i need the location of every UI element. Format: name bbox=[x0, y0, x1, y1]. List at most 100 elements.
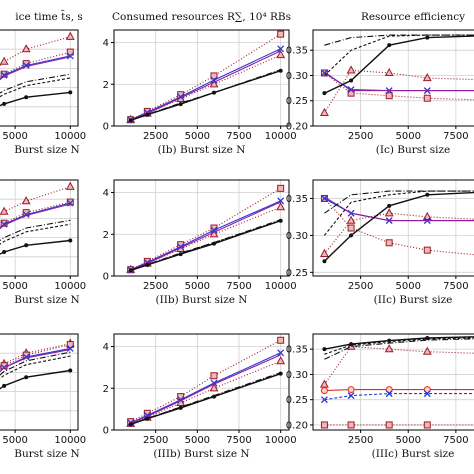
series-line-6 bbox=[324, 35, 474, 94]
data-point bbox=[347, 392, 355, 400]
data-point bbox=[422, 346, 432, 355]
series-line-3 bbox=[130, 201, 281, 271]
data-point bbox=[210, 72, 218, 80]
x-axis-label: Burst size N bbox=[14, 144, 79, 156]
y-tick-label: 0.35 bbox=[286, 345, 308, 356]
series-line-5 bbox=[323, 190, 474, 236]
data-point bbox=[21, 196, 31, 205]
data-point bbox=[425, 35, 430, 40]
data-point bbox=[277, 45, 285, 53]
panel-IIIb: 2500 5000 7500 10000 0 2 4 (IIIb) Burst size N bbox=[103, 333, 297, 460]
series-line-4 bbox=[324, 338, 474, 360]
data-point bbox=[385, 390, 393, 398]
data-point bbox=[349, 233, 354, 238]
y-tick-label: 0.35 bbox=[286, 46, 308, 57]
series-line-6 bbox=[0, 369, 71, 390]
panel-IIa: 0500010000Burst size N bbox=[0, 179, 86, 306]
series-line-2 bbox=[324, 389, 474, 392]
x-tick-label: 7500 bbox=[443, 131, 468, 142]
data-point bbox=[178, 252, 183, 257]
series-line-3 bbox=[0, 56, 71, 81]
data-point bbox=[322, 347, 327, 352]
series-line-3 bbox=[130, 354, 281, 424]
series-line-6 bbox=[130, 373, 281, 426]
y-tick-label: 0.20 bbox=[286, 122, 308, 133]
data-point bbox=[385, 386, 393, 394]
y-tick-label: 0.25 bbox=[286, 268, 308, 279]
series-line-2 bbox=[324, 198, 474, 222]
data-point bbox=[320, 396, 328, 404]
series-line-3 bbox=[0, 348, 71, 373]
series-line-1 bbox=[130, 33, 281, 121]
data-point bbox=[277, 30, 285, 38]
x-axis-label: (IIb) Burst size N bbox=[155, 294, 247, 306]
y-tick-label: 0.25 bbox=[286, 96, 308, 107]
x-tick-label: 5000 bbox=[396, 281, 421, 292]
series-line-2 bbox=[0, 347, 71, 373]
y-tick-label: 2 bbox=[103, 230, 109, 241]
data-point bbox=[320, 195, 328, 202]
data-point bbox=[385, 239, 393, 247]
x-tick-label: 5000 bbox=[396, 131, 421, 142]
data-point bbox=[385, 421, 393, 429]
data-point bbox=[423, 386, 431, 394]
series-group bbox=[126, 184, 286, 274]
data-point bbox=[387, 43, 392, 48]
data-point bbox=[68, 90, 73, 95]
axes-frame bbox=[312, 179, 474, 277]
data-point bbox=[276, 202, 286, 211]
data-point bbox=[278, 68, 283, 73]
axes-frame bbox=[312, 333, 474, 431]
series-group bbox=[0, 31, 75, 107]
panel-IIIc: 2500 5000 7500 0.20 0.25 0.30 0.35 (IIIc) Burst… bbox=[286, 333, 474, 460]
x-axis-label: (IIIc) Burst size bbox=[372, 448, 455, 460]
series-line-1 bbox=[323, 198, 474, 256]
data-point bbox=[322, 259, 327, 264]
data-point bbox=[385, 92, 393, 100]
series-line-4 bbox=[0, 219, 71, 242]
data-point bbox=[347, 86, 355, 94]
x-tick-label: 5000 bbox=[396, 435, 421, 446]
x-tick-label: 5000 bbox=[185, 281, 210, 292]
data-point bbox=[128, 118, 133, 123]
axes-frame bbox=[113, 29, 290, 127]
y-tick-label: 0.30 bbox=[286, 370, 308, 381]
x-tick-label: 5000 bbox=[2, 435, 27, 446]
panel-title: Consumed resources R∑, 10⁴ RBs bbox=[112, 11, 291, 23]
data-point bbox=[212, 241, 216, 246]
y-tick-label: 0 bbox=[103, 272, 109, 283]
data-point bbox=[0, 206, 9, 215]
x-tick-label: 7500 bbox=[443, 435, 468, 446]
data-point bbox=[212, 90, 216, 95]
data-point bbox=[276, 356, 286, 365]
data-point bbox=[128, 268, 133, 273]
x-tick-label: 2500 bbox=[348, 435, 373, 446]
series-line-6 bbox=[0, 91, 71, 107]
data-point bbox=[24, 243, 29, 248]
y-tick-label: 0.20 bbox=[286, 420, 308, 431]
series-line-5 bbox=[324, 34, 474, 76]
data-point bbox=[423, 421, 431, 429]
series-line-2 bbox=[130, 200, 281, 271]
data-point bbox=[210, 226, 218, 234]
panel-IIb: 2500 5000 7500 10000 0 2 4 (IIb) Burst size N bbox=[103, 179, 297, 306]
y-tick-label: 4 bbox=[103, 342, 109, 353]
data-point bbox=[66, 198, 74, 206]
data-point bbox=[66, 52, 74, 60]
x-tick-label: 2500 bbox=[143, 131, 168, 142]
series-line-5 bbox=[0, 355, 71, 380]
data-point bbox=[384, 208, 394, 217]
data-point bbox=[178, 102, 183, 107]
x-tick-label: 5000 bbox=[2, 281, 27, 292]
x-tick-label: 7500 bbox=[226, 281, 251, 292]
series-group bbox=[319, 336, 474, 429]
data-point bbox=[278, 218, 283, 223]
data-point bbox=[145, 112, 150, 117]
y-tick-label: 2 bbox=[103, 80, 109, 91]
y-tick-label: 4 bbox=[103, 188, 109, 199]
series-line-0 bbox=[323, 69, 474, 114]
data-point bbox=[387, 203, 392, 208]
y-tick-label: 0.30 bbox=[286, 231, 308, 242]
series-group bbox=[319, 190, 474, 264]
data-point bbox=[319, 248, 329, 257]
